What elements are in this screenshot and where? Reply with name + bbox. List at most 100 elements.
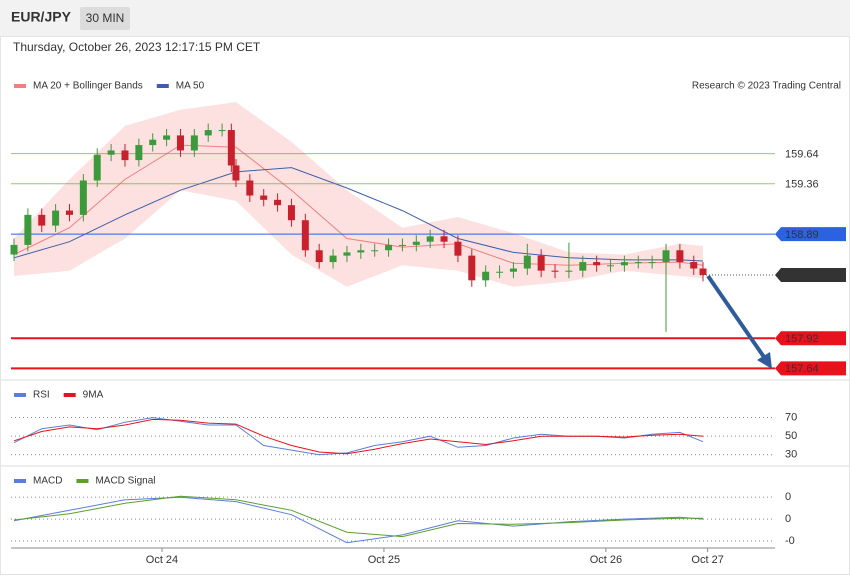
- candle-body: [260, 195, 268, 200]
- x-tick-label: Oct 26: [590, 554, 622, 566]
- candle-body: [190, 135, 198, 151]
- level-label: 159.64: [785, 149, 819, 161]
- candle-body: [634, 262, 642, 264]
- candle-body: [52, 210, 60, 226]
- series-line: [13, 495, 703, 538]
- legend-label: MACD: [33, 476, 62, 487]
- candle-body: [135, 145, 143, 161]
- candle-body: [593, 262, 601, 266]
- candle-body: [537, 255, 545, 271]
- y-tick-label: 0: [785, 491, 791, 503]
- level-label-box: [775, 361, 846, 376]
- plot-layer: 159.64 159.36 158.89 158.51 157.92 157.64 MA 2…: [10, 81, 846, 566]
- candle-body: [426, 236, 434, 242]
- candle-body: [65, 210, 73, 215]
- series-line: [13, 167, 704, 262]
- candle-body: [509, 268, 517, 272]
- candle-body: [676, 250, 684, 263]
- candle-body: [24, 214, 32, 245]
- candle-body: [412, 241, 420, 245]
- candle-body: [454, 241, 462, 256]
- candle-body: [579, 262, 587, 271]
- timestamp: Thursday, October 26, 2023 12:17:15 PM C…: [13, 40, 261, 54]
- legend-swatch: [63, 393, 76, 397]
- candle-body: [93, 154, 101, 181]
- candle-body: [440, 236, 448, 242]
- candle-body: [301, 220, 309, 251]
- candle-body: [38, 214, 46, 226]
- candle-body: [385, 244, 393, 251]
- legend-swatch: [14, 479, 26, 483]
- candle-body: [357, 250, 365, 253]
- candle-body: [121, 150, 129, 161]
- candle-body: [648, 262, 656, 264]
- candle-body: [176, 135, 184, 151]
- candle-body: [274, 199, 282, 206]
- candle-body: [468, 255, 476, 281]
- candle-body: [287, 205, 295, 221]
- candle-body: [343, 252, 351, 256]
- candle-body: [565, 270, 573, 272]
- candle-body: [315, 250, 323, 263]
- y-tick-label: -0: [785, 535, 795, 547]
- candle-body: [232, 165, 240, 181]
- candle-body: [523, 255, 531, 269]
- candle-body: [246, 180, 254, 196]
- series-line: [13, 144, 704, 266]
- legend-swatch: [14, 393, 26, 397]
- x-tick-label: Oct 27: [691, 554, 723, 566]
- series-line: [13, 418, 704, 455]
- candle-body: [149, 139, 157, 146]
- candle-body: [551, 270, 559, 272]
- projection-arrow-head: [757, 352, 772, 369]
- candle-body: [496, 271, 504, 273]
- legend-swatch: [156, 84, 169, 88]
- candle-body: [662, 250, 670, 263]
- legend-label: MA 50: [176, 81, 205, 92]
- frame: [0, 36, 850, 575]
- candle-body: [10, 244, 18, 255]
- level-label: 157.92: [785, 333, 819, 345]
- bollinger-band: [14, 102, 703, 287]
- candle-body: [690, 262, 698, 269]
- level-label: 158.51: [785, 270, 819, 282]
- candle-body: [163, 135, 171, 140]
- candle-body: [699, 268, 707, 275]
- candle-body: [79, 180, 87, 215]
- y-tick-label: 70: [785, 411, 797, 423]
- legend-label: RSI: [33, 390, 50, 401]
- candle-body: [620, 262, 628, 266]
- x-tick-label: Oct 25: [368, 554, 400, 566]
- series-line: [13, 496, 704, 544]
- y-tick-label: 0: [785, 513, 791, 525]
- interval: 30 MIN: [86, 11, 125, 25]
- candle-body: [371, 250, 379, 252]
- level-label: 158.89: [785, 229, 819, 241]
- legend-label: MACD Signal: [95, 476, 155, 487]
- level-label-box: [775, 267, 846, 282]
- x-tick-label: Oct 24: [146, 554, 178, 566]
- candle-body: [329, 255, 337, 263]
- legend-label: 9MA: [83, 390, 104, 401]
- candle-body: [482, 271, 490, 281]
- symbol: EUR/JPY: [11, 9, 72, 25]
- candle-body: [218, 130, 226, 132]
- candle-body: [607, 265, 615, 267]
- candle-body: [398, 244, 406, 246]
- level-label: 157.64: [785, 363, 819, 375]
- credit: Research © 2023 Trading Central: [692, 81, 841, 92]
- interval-badge: [80, 7, 130, 30]
- y-tick-label: 50: [785, 430, 797, 442]
- header-bar: [0, 0, 850, 36]
- level-label-box: [775, 331, 846, 346]
- legend-label: MA 20 + Bollinger Bands: [33, 81, 143, 92]
- candle-body: [107, 150, 115, 155]
- candle-body: [204, 130, 212, 136]
- level-label-box: [775, 227, 846, 242]
- candle-body: [227, 130, 235, 166]
- level-label: 159.36: [785, 179, 819, 191]
- projection-arrow: [706, 274, 768, 362]
- y-tick-label: 30: [785, 449, 797, 461]
- legend-swatch: [76, 479, 89, 483]
